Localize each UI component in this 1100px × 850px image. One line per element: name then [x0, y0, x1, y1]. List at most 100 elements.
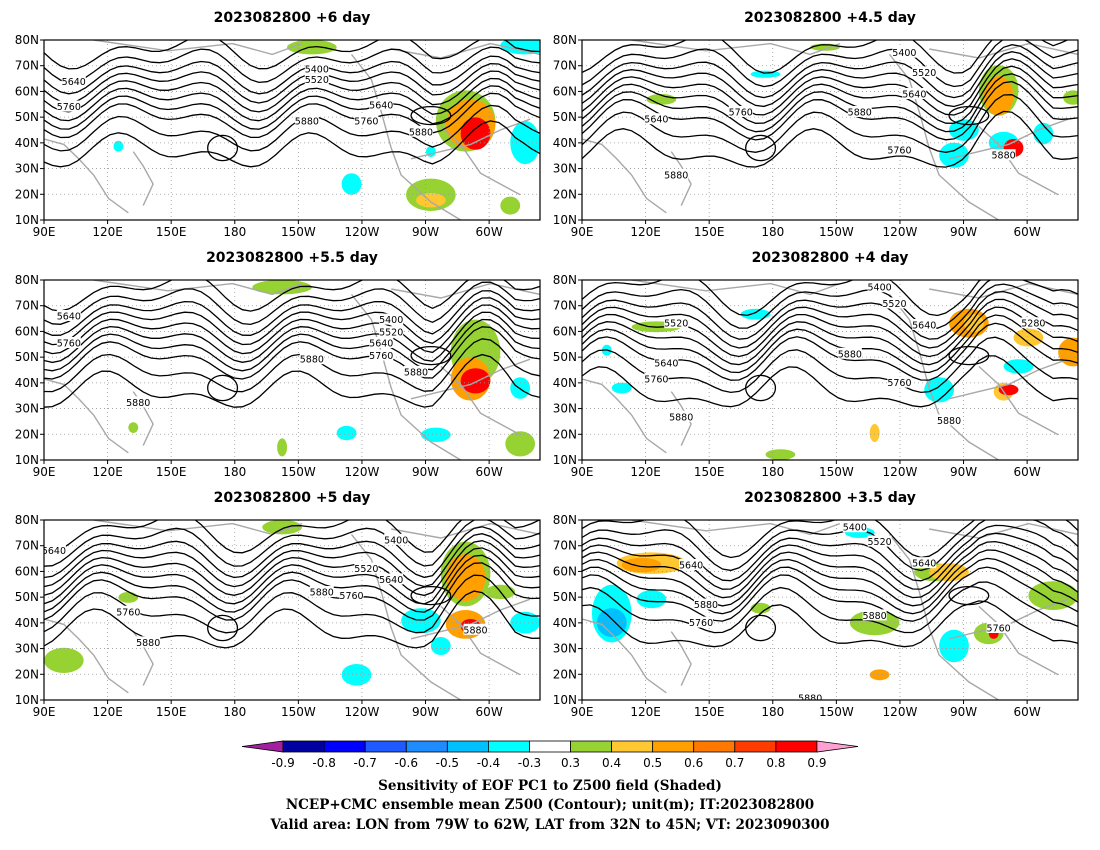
- lat-tick-label: 80N: [15, 513, 39, 527]
- colorbar-swatch: [570, 740, 612, 753]
- sensitivity-shading: [1063, 90, 1078, 105]
- lat-tick-label: 80N: [15, 273, 39, 287]
- contour-label: 5880: [310, 588, 334, 599]
- lat-tick-label: 50N: [15, 110, 39, 124]
- lat-tick-label: 80N: [553, 273, 577, 287]
- contour-label: 5880: [409, 127, 433, 138]
- z500-contour: [44, 520, 540, 554]
- coastline: [631, 40, 841, 56]
- lat-tick-label: 20N: [15, 427, 39, 441]
- lon-tick-label: 60W: [476, 705, 503, 719]
- sensitivity-shading: [500, 196, 521, 215]
- contour-label: 5640: [912, 321, 936, 332]
- z500-contour: [582, 40, 1078, 88]
- lat-tick-label: 40N: [15, 136, 39, 150]
- contour-label: 5520: [379, 328, 403, 339]
- coastline: [978, 365, 1059, 436]
- z500-contour-closed: [745, 374, 777, 402]
- lat-tick-label: 80N: [553, 33, 577, 47]
- z500-contour: [582, 306, 1078, 366]
- z500-contour-closed: [207, 374, 239, 402]
- lon-tick-label: 150E: [156, 705, 187, 719]
- colorbar-swatch: [446, 740, 489, 753]
- map-panel: 2023082800 +4.5 day 5400 5520 5640 5640 5760 5…: [553, 10, 1079, 239]
- contour-label: 5760: [354, 117, 378, 128]
- lon-tick-label: 120E: [630, 225, 661, 239]
- coastline: [582, 378, 667, 454]
- coastline: [582, 618, 667, 694]
- coastline: [929, 522, 1078, 539]
- lon-tick-label: 120E: [92, 705, 123, 719]
- sensitivity-shading: [416, 193, 446, 208]
- contour-label: 5400: [379, 315, 403, 326]
- coastline: [350, 53, 461, 220]
- z500-contour: [582, 94, 1078, 153]
- lat-tick-label: 30N: [553, 402, 577, 416]
- contour-label: 5400: [892, 48, 916, 59]
- colorbar-swatch: [611, 740, 654, 753]
- z500-contour: [44, 120, 540, 168]
- z500-contour: [44, 281, 540, 326]
- colorbar-tick-label: -0.9: [271, 756, 294, 770]
- z500-contour: [582, 524, 1078, 582]
- sensitivity-shading: [1013, 328, 1044, 347]
- coastline: [929, 282, 1078, 299]
- sensitivity-shading: [460, 368, 491, 394]
- lat-tick-label: 30N: [15, 162, 39, 176]
- map-panel: 2023082800 +5 day56405400552056405760588…: [15, 490, 541, 719]
- lat-tick-label: 70N: [15, 299, 39, 313]
- z500-contour: [582, 58, 1078, 116]
- coastline: [978, 605, 1059, 676]
- lat-tick-label: 20N: [553, 187, 577, 201]
- coastline: [44, 378, 129, 454]
- sensitivity-shading: [336, 425, 357, 441]
- lon-tick-label: 180: [761, 225, 784, 239]
- lat-tick-label: 60N: [15, 84, 39, 98]
- contour-label: 5880: [863, 611, 887, 622]
- contour-label: 5880: [937, 416, 961, 427]
- sensitivity-shading: [611, 382, 632, 394]
- contour-label: 5880: [463, 625, 487, 636]
- coastline: [410, 358, 531, 400]
- colorbar-tick-label: 0.7: [725, 756, 744, 770]
- coastline: [93, 280, 303, 296]
- lon-tick-label: 120W: [345, 705, 380, 719]
- contour-label: 5520: [354, 564, 378, 575]
- z500-contour-closed: [745, 134, 777, 162]
- lat-tick-label: 10N: [553, 213, 577, 227]
- lat-tick-label: 30N: [15, 642, 39, 656]
- coastline: [391, 522, 540, 539]
- contour-label: 5880: [992, 151, 1016, 162]
- contour-label: 5400: [868, 283, 892, 294]
- lat-tick-label: 80N: [15, 33, 39, 47]
- colorbar-swatch: [323, 740, 366, 753]
- z500-contour: [582, 110, 1078, 168]
- contour-label: 5640: [912, 559, 936, 570]
- sensitivity-shading: [1003, 359, 1034, 374]
- contour-label: 5640: [57, 312, 81, 323]
- contour-label: 5640: [679, 561, 703, 572]
- sensitivity-shading: [113, 140, 124, 152]
- lon-tick-label: 90E: [571, 705, 594, 719]
- panel-title: 2023082800 +4 day: [752, 250, 909, 266]
- z500-contour: [582, 520, 1078, 559]
- lat-tick-label: 20N: [15, 187, 39, 201]
- lat-tick-label: 50N: [553, 350, 577, 364]
- z500-contour: [582, 532, 1078, 590]
- lat-tick-label: 50N: [15, 590, 39, 604]
- sensitivity-shading: [341, 664, 372, 686]
- z500-contour: [44, 590, 540, 649]
- lon-tick-label: 180: [761, 705, 784, 719]
- colorbar-tick-label: 0.8: [766, 756, 785, 770]
- panel-title: 2023082800 +5.5 day: [206, 250, 378, 266]
- coastline: [440, 605, 521, 676]
- colorbar-swatch: [405, 740, 448, 753]
- sensitivity-shading: [341, 173, 362, 195]
- sensitivity-shading: [401, 608, 441, 634]
- z500-contour-closed: [745, 614, 777, 642]
- z500-contour: [44, 46, 540, 84]
- sensitivity-shading: [277, 438, 288, 457]
- contour-label: 5760: [116, 607, 140, 618]
- z500-contour: [582, 520, 1078, 572]
- contour-label: 5880: [798, 694, 822, 705]
